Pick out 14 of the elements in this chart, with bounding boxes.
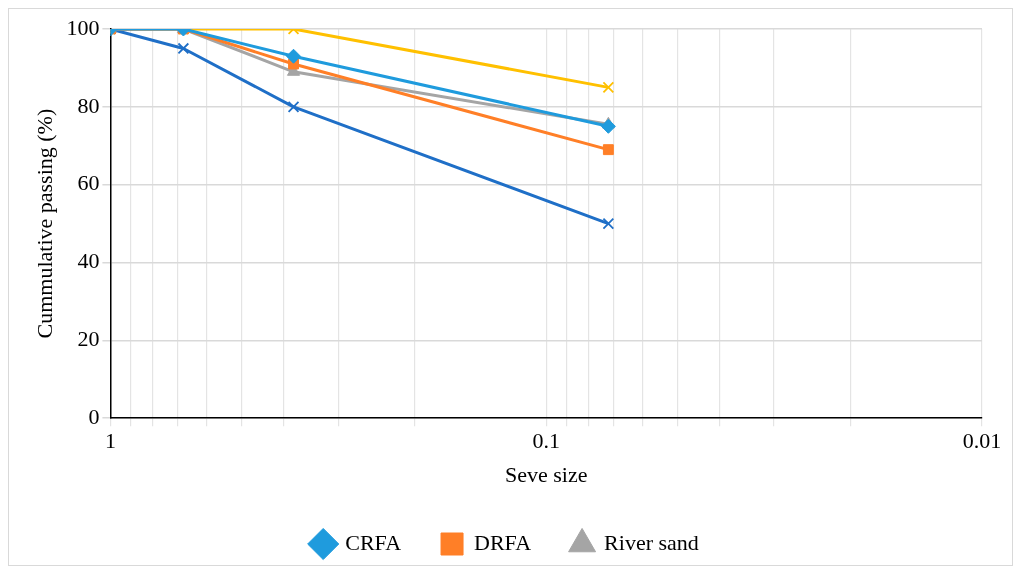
x-tick-label: 0.01	[962, 428, 1002, 454]
x-axis-title: Seve size	[504, 461, 588, 487]
legend-label: River sand	[604, 529, 699, 555]
y-tick-label: 60	[77, 170, 100, 196]
x-tick-label: 0.1	[532, 428, 560, 454]
y-tick-label: 20	[77, 326, 100, 352]
y-tick-label: 40	[77, 248, 100, 274]
y-tick-label: 0	[88, 403, 100, 429]
legend-label: DRFA	[474, 529, 532, 555]
y-tick-label: 100	[66, 14, 100, 40]
x-tick-label: 1	[104, 428, 116, 454]
legend-label: CRFA	[345, 529, 402, 555]
y-tick-label: 80	[77, 92, 100, 118]
y-axis-title: Cummulative passing (%)	[31, 108, 57, 339]
